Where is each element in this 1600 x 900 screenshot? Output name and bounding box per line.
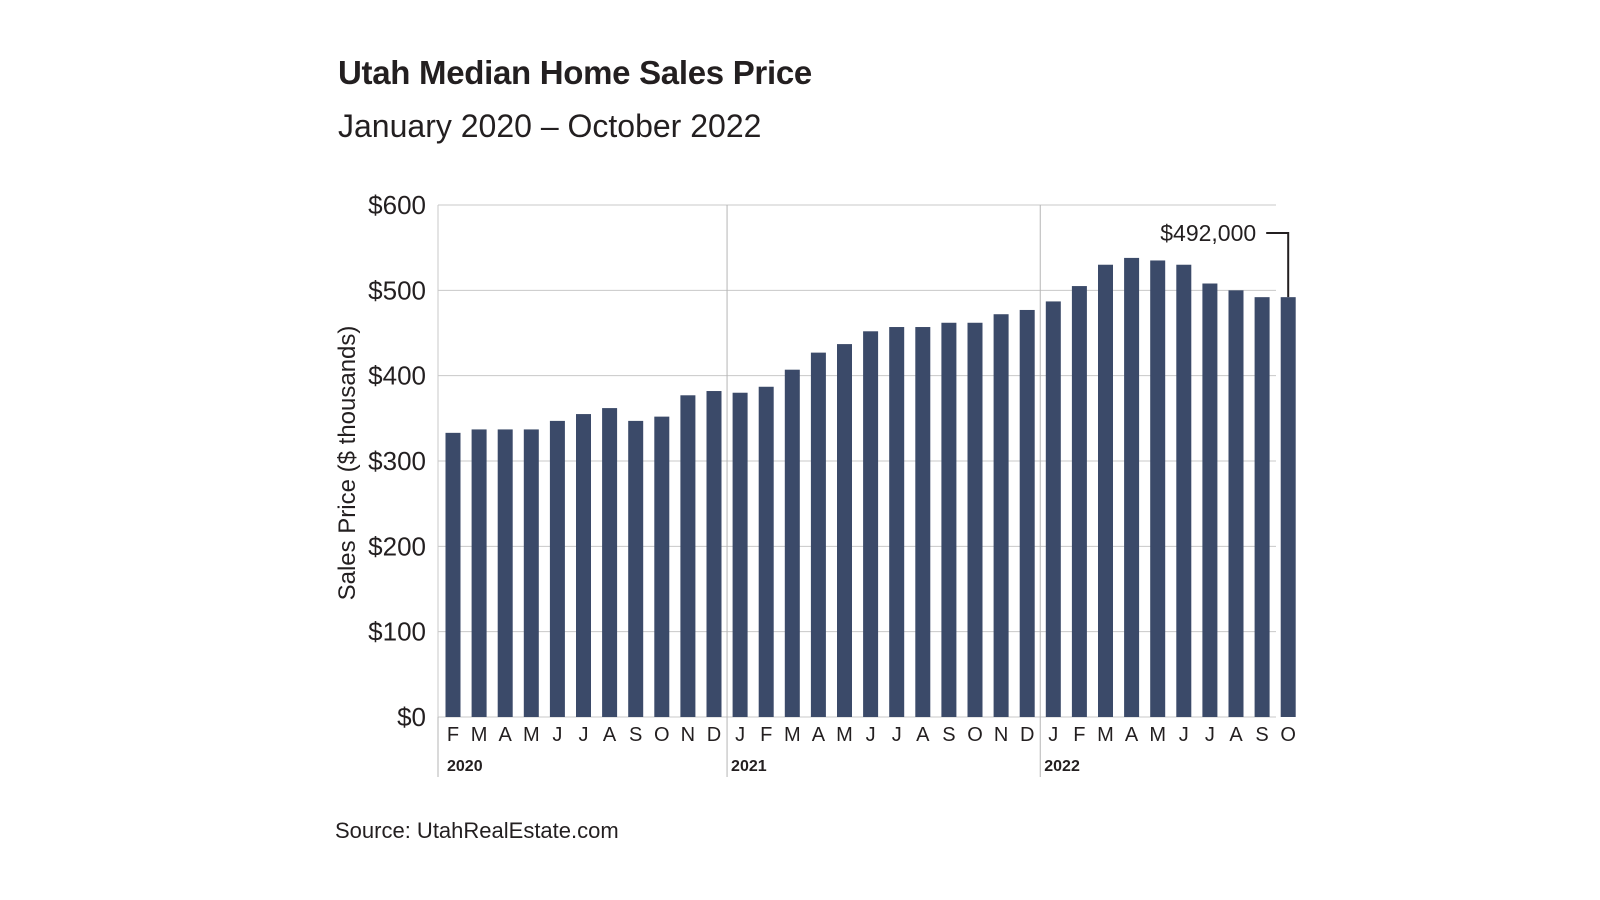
x-tick-label: O [654, 724, 670, 746]
bar [576, 414, 591, 717]
y-tick-label: $0 [397, 702, 426, 732]
bar [680, 395, 696, 717]
bar [915, 327, 931, 717]
y-axis-title: Sales Price ($ thousands) [334, 326, 361, 601]
bar [837, 344, 852, 717]
x-tick-label: M [836, 724, 853, 746]
x-tick-label: J [892, 724, 902, 746]
year-label: 2021 [731, 758, 767, 775]
x-tick-label: F [760, 724, 772, 746]
x-tick-label: S [1255, 724, 1268, 746]
y-tick-label: $200 [368, 531, 426, 561]
x-tick-label: O [967, 724, 983, 746]
annotation-label: $492,000 [1160, 220, 1256, 246]
x-tick-label: F [447, 724, 459, 746]
bar [1124, 257, 1140, 717]
bar [549, 420, 565, 717]
bar [967, 322, 983, 717]
bar [706, 391, 722, 717]
x-tick-label: A [812, 724, 826, 746]
bar [654, 416, 670, 717]
bar [1019, 309, 1035, 717]
y-tick-label: $400 [368, 361, 426, 391]
x-tick-label: J [552, 724, 562, 746]
y-tick-label: $500 [368, 275, 426, 305]
x-tick-label: J [1048, 724, 1058, 746]
bar [471, 429, 487, 717]
bar [863, 331, 879, 717]
chart-subtitle: January 2020 – October 2022 [338, 108, 762, 144]
chart-title: Utah Median Home Sales Price [338, 54, 812, 91]
bar [732, 392, 748, 717]
x-tick-label: A [1125, 724, 1139, 746]
bar [1045, 301, 1061, 717]
year-label: 2020 [447, 758, 483, 775]
x-tick-label: M [1097, 724, 1114, 746]
x-tick-label: N [994, 724, 1008, 746]
x-tick-label: J [1179, 724, 1189, 746]
x-tick-label: M [1149, 724, 1166, 746]
bar [1280, 297, 1296, 717]
bar [1150, 260, 1166, 717]
y-tick-label: $100 [368, 617, 426, 647]
bar [1176, 264, 1192, 717]
x-tick-label: J [735, 724, 745, 746]
y-tick-label: $300 [368, 446, 426, 476]
x-tick-label: F [1073, 724, 1085, 746]
bar [1202, 283, 1218, 717]
bar [523, 429, 539, 717]
x-tick-label: A [916, 724, 930, 746]
x-tick-label: M [471, 724, 488, 746]
year-label: 2022 [1044, 758, 1080, 775]
x-tick-label: S [629, 724, 642, 746]
x-tick-label: J [866, 724, 876, 746]
x-tick-label: J [1205, 724, 1215, 746]
x-tick-label: S [942, 724, 955, 746]
bar [1228, 290, 1244, 717]
bar [941, 322, 957, 717]
source-note: Source: UtahRealEstate.com [335, 818, 619, 843]
x-tick-label: A [499, 724, 513, 746]
x-tick-label: J [579, 724, 589, 746]
bar [497, 429, 513, 717]
bar [993, 314, 1009, 717]
x-tick-label: D [1020, 724, 1034, 746]
bar [1254, 297, 1270, 717]
x-tick-label: D [707, 724, 721, 746]
x-tick-label: M [784, 724, 801, 746]
bar [758, 386, 774, 717]
bar [602, 408, 618, 717]
x-tick-label: A [603, 724, 617, 746]
bar [810, 352, 826, 717]
bar [445, 432, 461, 717]
bar [628, 420, 644, 717]
bar [889, 327, 905, 717]
y-tick-label: $600 [368, 190, 426, 220]
x-tick-label: A [1229, 724, 1243, 746]
bar [1098, 264, 1113, 717]
bar [1071, 286, 1087, 717]
x-tick-label: O [1280, 724, 1296, 746]
x-tick-label: M [523, 724, 540, 746]
x-tick-label: N [681, 724, 695, 746]
annotation-leader-line [1266, 232, 1290, 298]
bar [784, 369, 800, 717]
